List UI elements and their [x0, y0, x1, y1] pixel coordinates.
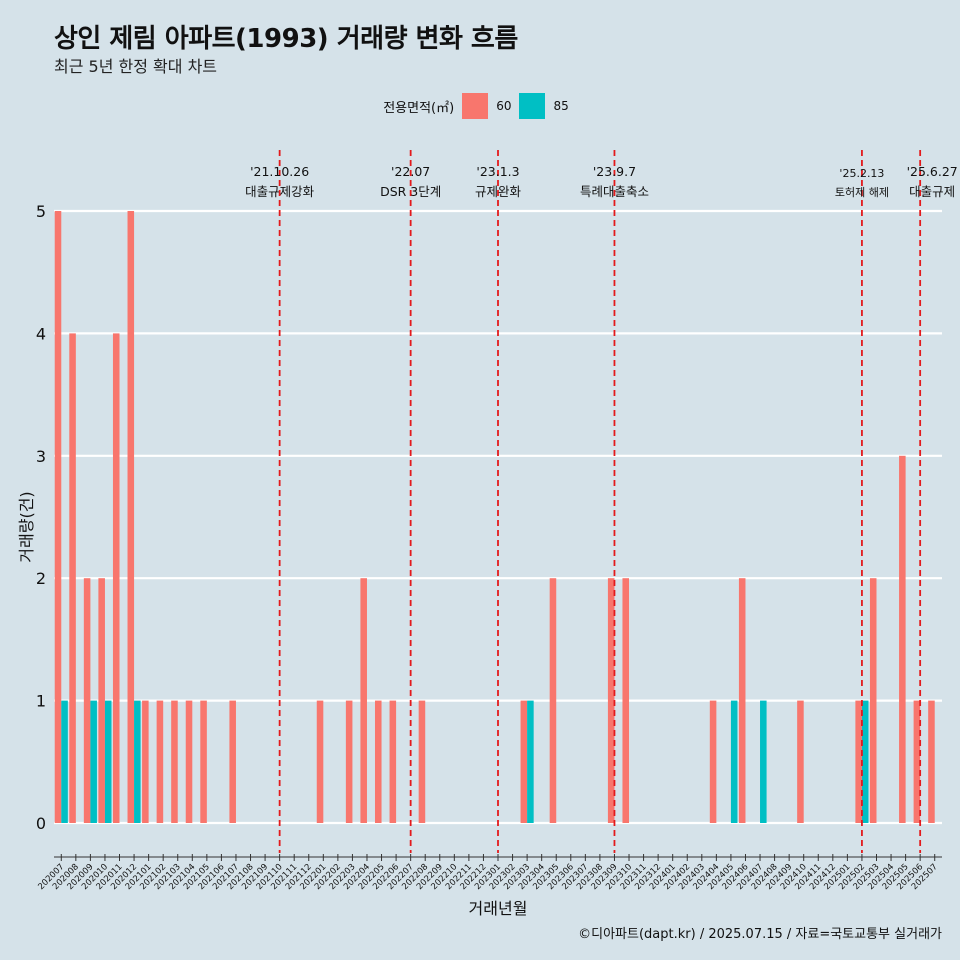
bar-60-202101	[142, 700, 149, 823]
bar-85-202303	[527, 700, 534, 823]
bar-60-202105	[200, 700, 207, 823]
bar-60-202102	[156, 700, 164, 823]
legend-item-85: 85	[519, 93, 569, 119]
bar-60-202008	[69, 333, 76, 823]
x-axis-title: 거래년월	[469, 899, 528, 918]
event-name-label: 대출규제강화	[245, 184, 315, 199]
y-tick-label: 2	[36, 569, 46, 588]
legend-swatch-60	[462, 93, 489, 119]
legend: 전용면적(㎡) 60 85	[0, 93, 960, 119]
bar-85-202407	[760, 700, 767, 823]
bar-60-202011	[112, 333, 120, 823]
bar-85-202502	[861, 700, 869, 823]
bar-60-202107	[229, 700, 236, 823]
bar-60-202206	[389, 700, 397, 823]
bar-60-202309	[607, 578, 615, 823]
event-date-label: '23.9.7	[593, 164, 636, 179]
caption: ©디아파트(dapt.kr) / 2025.07.15 / 자료=국토교통부 실…	[578, 927, 942, 942]
event-name-label: DSR 3단계	[380, 184, 441, 199]
event-date-label: '25.6.27	[907, 164, 958, 179]
bar-60-202009	[83, 578, 91, 823]
bar-60-202305	[549, 578, 557, 823]
bar-60-202204	[360, 578, 367, 823]
chart-subtitle: 최근 5년 한정 확대 차트	[54, 57, 218, 76]
bar-85-202009	[90, 700, 97, 823]
bar-60-202502	[855, 700, 862, 823]
bar-85-202405	[730, 700, 738, 823]
bar-60-202104	[185, 700, 193, 823]
legend-label-85: 85	[553, 99, 569, 113]
bar-60-202404	[709, 700, 717, 823]
bar-60-202010	[98, 578, 105, 823]
bar-60-202310	[622, 578, 630, 823]
y-tick-label: 0	[36, 814, 46, 833]
y-axis-title: 거래량(건)	[17, 491, 36, 562]
bar-60-202406	[738, 578, 746, 823]
legend-label-60: 60	[496, 99, 512, 113]
event-date-label: '21.10.26	[250, 164, 309, 179]
bar-60-202007	[54, 211, 62, 823]
legend-swatch-85	[519, 93, 546, 119]
chart-title: 상인 제림 아파트(1993) 거래량 변화 흐름	[54, 24, 518, 54]
event-name-label: 규제완화	[475, 184, 522, 199]
bar-60-202103	[171, 700, 178, 823]
event-name-label: 특례대출축소	[580, 184, 649, 199]
y-tick-label: 1	[36, 692, 46, 711]
bar-60-202506	[913, 700, 921, 823]
bar-60-202503	[869, 578, 877, 823]
y-tick-label: 4	[36, 324, 46, 343]
bar-60-202208	[418, 700, 426, 823]
bar-60-202012	[127, 211, 135, 823]
legend-item-60: 60	[462, 93, 511, 119]
bar-60-202303	[520, 700, 528, 823]
event-name-label: 대출규제	[909, 184, 955, 199]
event-date-label: '22.07	[391, 164, 430, 179]
bar-60-202203	[345, 700, 353, 823]
bar-60-202507	[928, 700, 935, 823]
bar-85-202010	[104, 700, 112, 823]
bar-60-202201	[316, 700, 324, 823]
legend-title: 전용면적(㎡)	[383, 100, 455, 116]
bar-60-202205	[374, 700, 382, 823]
y-tick-label: 3	[36, 447, 46, 466]
bar-85-202012	[134, 700, 141, 823]
bar-60-202505	[899, 455, 906, 823]
y-tick-label: 5	[36, 202, 46, 221]
event-date-label: '25.2.13	[839, 167, 884, 180]
bar-85-202007	[61, 700, 68, 823]
bar-60-202410	[797, 700, 804, 823]
event-name-label: 토허제 해제	[835, 185, 889, 199]
event-date-label: '23.1.3	[476, 164, 519, 179]
